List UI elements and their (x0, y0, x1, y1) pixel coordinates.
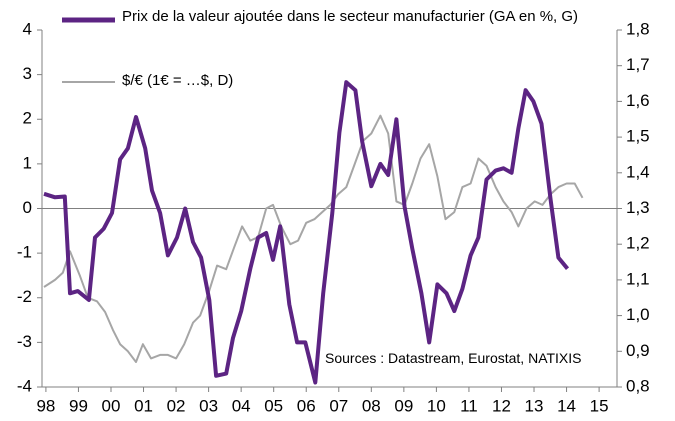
y-tick-label: -3 (17, 332, 32, 351)
x-tick-label: 12 (492, 396, 511, 415)
y2-tick-label: 1,7 (626, 55, 650, 74)
legend-label: $/€ (1€ = …$, D) (122, 72, 234, 89)
x-tick-label: 08 (362, 396, 381, 415)
x-tick-label: 00 (102, 396, 121, 415)
y2-tick-label: 1,0 (626, 305, 650, 324)
x-tick-label: 13 (525, 396, 544, 415)
x-tick-label: 11 (460, 396, 478, 415)
x-tick-label: 10 (427, 396, 446, 415)
x-tick-label: 01 (134, 396, 153, 415)
annotation: Sources : Datastream, Eurostat, NATIXIS (325, 350, 582, 366)
x-tick-label: 98 (36, 396, 55, 415)
y2-tick-label: 1,4 (626, 162, 650, 181)
y2-tick-label: 1,6 (626, 91, 650, 110)
x-tick-label: 07 (329, 396, 348, 415)
y-tick-label: 2 (23, 109, 32, 128)
x-tick-label: 09 (394, 396, 413, 415)
y2-tick-label: 1,1 (626, 269, 650, 288)
y-tick-label: 3 (23, 64, 32, 83)
y-tick-label: 1 (23, 153, 32, 172)
y2-tick-label: 1,2 (626, 234, 650, 253)
x-tick-label: 05 (264, 396, 283, 415)
y-tick-label: -2 (17, 287, 32, 306)
legend-label: Prix de la valeur ajoutée dans le secteu… (122, 8, 579, 25)
y-tick-label: -1 (17, 243, 32, 262)
series-line (43, 80, 570, 385)
x-tick-label: 04 (232, 396, 251, 415)
y2-tick-label: 1,3 (626, 198, 650, 217)
y-tick-label: 0 (23, 198, 32, 217)
y2-tick-label: 1,5 (626, 127, 650, 146)
x-tick-label: 02 (167, 396, 186, 415)
y2-tick-label: 0,9 (626, 341, 650, 360)
x-tick-label: 15 (590, 396, 609, 415)
y-tick-label: -4 (17, 376, 32, 395)
x-tick-label: 99 (69, 396, 88, 415)
y-tick-label: 4 (23, 19, 32, 38)
x-tick-label: 03 (199, 396, 218, 415)
x-tick-label: 14 (557, 396, 576, 415)
y2-tick-label: 1,8 (626, 19, 650, 38)
y2-tick-label: 0,8 (626, 376, 650, 395)
x-tick-label: 06 (297, 396, 316, 415)
series-line (43, 114, 584, 363)
